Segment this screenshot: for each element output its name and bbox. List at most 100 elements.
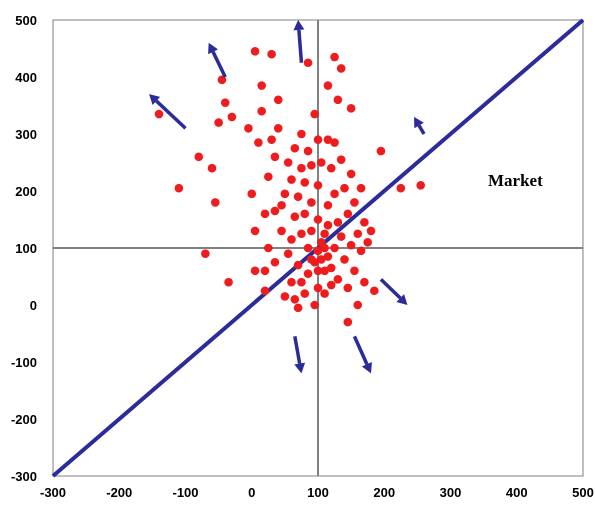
data-point	[290, 212, 300, 221]
arrow-shaft	[352, 335, 369, 365]
data-point	[307, 161, 316, 170]
data-point	[320, 266, 329, 276]
data-point	[260, 286, 270, 296]
data-point	[330, 52, 339, 62]
x-axis-ticks: -300 -200 -100 0 100 200 300 400 500	[40, 485, 594, 500]
data-point	[313, 215, 323, 224]
data-point	[313, 181, 323, 190]
arrow-shaft	[417, 124, 426, 135]
data-point	[244, 124, 253, 133]
data-point	[340, 255, 349, 264]
data-point	[260, 209, 270, 219]
data-point	[323, 81, 333, 90]
data-point	[287, 175, 296, 184]
arrow-shaft	[211, 51, 227, 78]
data-point	[174, 183, 184, 193]
x-tick-label: 500	[572, 485, 594, 500]
data-point	[297, 163, 306, 173]
data-point	[317, 255, 326, 264]
data-point	[326, 280, 336, 290]
data-point	[343, 317, 353, 327]
data-point	[250, 47, 260, 56]
arrow-head	[414, 116, 424, 129]
data-point	[353, 229, 363, 239]
data-point	[320, 289, 329, 298]
data-point	[356, 246, 366, 256]
arrow-head	[294, 362, 306, 374]
data-point	[346, 240, 356, 250]
data-point	[356, 183, 366, 193]
data-point	[396, 183, 406, 193]
data-point	[207, 163, 217, 173]
data-point	[297, 229, 306, 239]
data-point	[323, 135, 333, 144]
data-point	[320, 243, 329, 253]
data-point	[303, 58, 313, 68]
data-point	[376, 146, 386, 156]
data-point	[330, 243, 339, 253]
arrow-head	[361, 362, 372, 374]
x-tick-label: -300	[40, 485, 66, 500]
data-point	[360, 218, 369, 227]
data-point	[254, 138, 263, 147]
data-point	[313, 266, 323, 276]
data-point	[267, 135, 276, 144]
y-tick-label: -100	[11, 355, 37, 370]
arrow-head	[149, 94, 161, 105]
y-tick-label: 500	[15, 13, 37, 28]
y-tick-label: 300	[15, 127, 37, 142]
data-point	[224, 277, 233, 287]
y-tick-label: 0	[30, 298, 37, 313]
data-point	[350, 198, 359, 207]
data-point	[336, 64, 346, 73]
data-point	[300, 178, 310, 187]
data-point	[330, 189, 339, 199]
data-point	[250, 226, 260, 236]
data-point	[270, 206, 280, 216]
data-point	[350, 266, 359, 276]
data-point	[227, 112, 237, 122]
data-point	[363, 238, 372, 247]
data-point	[343, 283, 353, 293]
data-point	[287, 235, 296, 244]
data-point	[283, 158, 293, 167]
market-label: Market	[488, 171, 543, 190]
data-point	[214, 118, 223, 127]
data-point	[273, 124, 283, 133]
data-point	[300, 289, 310, 298]
data-point	[293, 260, 303, 270]
data-point	[201, 249, 210, 258]
x-tick-label: 300	[440, 485, 462, 500]
arrow-head	[293, 20, 305, 31]
y-tick-label: 100	[15, 241, 37, 256]
data-point	[247, 189, 257, 199]
data-point	[326, 163, 336, 173]
data-point	[323, 200, 333, 210]
data-point	[257, 106, 266, 116]
arrow-head	[396, 294, 408, 305]
data-point	[310, 300, 319, 310]
data-point	[211, 198, 220, 207]
data-point	[297, 129, 306, 139]
arrow-shaft	[379, 278, 402, 300]
data-point	[366, 226, 376, 236]
data-point	[343, 209, 353, 219]
data-point	[293, 192, 303, 201]
data-point	[323, 220, 333, 230]
data-point	[326, 263, 336, 273]
x-tick-label: 100	[307, 485, 329, 500]
data-point	[260, 266, 270, 276]
data-point	[290, 143, 300, 153]
data-point	[317, 158, 326, 167]
y-tick-label: -200	[11, 412, 37, 427]
data-point	[307, 198, 316, 207]
data-point	[330, 138, 339, 147]
x-tick-label: -100	[172, 485, 198, 500]
data-point	[353, 300, 363, 310]
data-point	[323, 252, 333, 261]
data-point	[320, 229, 329, 239]
data-point	[220, 98, 230, 107]
x-tick-label: 200	[373, 485, 395, 500]
x-tick-label: 0	[248, 485, 255, 500]
